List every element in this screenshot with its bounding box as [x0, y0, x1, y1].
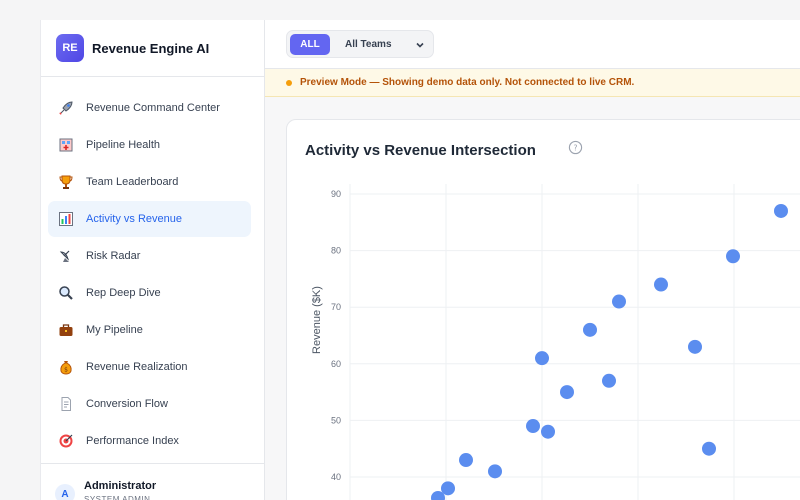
- data-point[interactable]: [702, 441, 716, 456]
- sidebar-item-rep-deep-dive[interactable]: Rep Deep Dive: [48, 275, 251, 311]
- data-point[interactable]: [488, 464, 502, 479]
- sidebar-item-performance-index[interactable]: Performance Index: [48, 423, 251, 459]
- satellite-dish-icon: [57, 247, 75, 265]
- data-point[interactable]: [726, 249, 740, 264]
- y-tick-label: 40: [331, 472, 341, 482]
- sidebar-item-label: My Pipeline: [86, 324, 143, 336]
- y-tick-label: 50: [331, 415, 341, 425]
- data-point[interactable]: [654, 277, 668, 292]
- banner-text: Preview Mode — Showing demo data only. N…: [300, 77, 635, 88]
- svg-text:$: $: [64, 367, 68, 374]
- user-profile[interactable]: A Administrator SYSTEM ADMIN: [41, 463, 264, 500]
- all-button[interactable]: ALL: [290, 34, 330, 55]
- brand-logo: RE: [56, 34, 84, 62]
- sidebar-item-conversion-flow[interactable]: Conversion Flow: [48, 386, 251, 422]
- brand-name: Revenue Engine AI: [92, 40, 210, 56]
- briefcase-icon: [57, 321, 75, 339]
- chart-title: Activity vs Revenue Intersection: [305, 142, 536, 159]
- y-tick-label: 70: [331, 302, 341, 312]
- data-point[interactable]: [541, 424, 555, 439]
- sidebar-item-risk-radar[interactable]: Risk Radar: [48, 238, 251, 274]
- sidebar-item-team-leaderboard[interactable]: Team Leaderboard: [48, 164, 251, 200]
- data-point[interactable]: [431, 490, 445, 500]
- sidebar-item-pipeline-health[interactable]: Pipeline Health: [48, 127, 251, 163]
- sidebar-item-label: Revenue Realization: [86, 361, 188, 373]
- bar-chart-icon: [57, 210, 75, 228]
- sidebar-item-label: Team Leaderboard: [86, 176, 179, 188]
- sidebar-item-label: Performance Index: [86, 435, 179, 447]
- data-point[interactable]: [612, 294, 626, 309]
- team-select-value: All Teams: [345, 39, 392, 50]
- trophy-icon: [57, 173, 75, 191]
- brand: RE Revenue Engine AI: [41, 20, 264, 77]
- data-point[interactable]: [774, 203, 788, 218]
- sidebar-item-my-pipeline[interactable]: My Pipeline: [48, 312, 251, 348]
- sidebar-nav: Revenue Command Center Pipeline Health T…: [48, 90, 251, 460]
- data-point[interactable]: [526, 419, 540, 434]
- team-filter: ALL All Teams: [286, 30, 434, 58]
- sidebar-item-revenue-command-center[interactable]: Revenue Command Center: [48, 90, 251, 126]
- data-point[interactable]: [560, 385, 574, 400]
- magnifier-icon: [57, 284, 75, 302]
- team-select[interactable]: All Teams: [335, 34, 431, 55]
- warning-dot-icon: [286, 79, 292, 86]
- svg-text:?: ?: [574, 143, 578, 152]
- data-point[interactable]: [688, 339, 702, 354]
- top-bar: ALL All Teams: [265, 20, 800, 69]
- hospital-icon: [57, 136, 75, 154]
- y-tick-label: 80: [331, 246, 341, 256]
- y-axis-label: Revenue ($K): [311, 286, 323, 354]
- data-point[interactable]: [583, 322, 597, 337]
- sidebar-item-revenue-realization[interactable]: $ Revenue Realization: [48, 349, 251, 385]
- user-name: Administrator: [84, 480, 157, 492]
- rocket-icon: [57, 99, 75, 117]
- data-point[interactable]: [459, 453, 473, 468]
- y-tick-label: 60: [331, 359, 341, 369]
- target-icon: [57, 432, 75, 450]
- data-point[interactable]: [602, 373, 616, 388]
- sidebar-item-label: Pipeline Health: [86, 139, 160, 151]
- y-tick-label: 90: [331, 189, 341, 199]
- data-point[interactable]: [441, 481, 455, 496]
- help-icon[interactable]: ?: [568, 140, 583, 155]
- scatter-chart: 90 80 70 60 50 40 Revenue ($K): [311, 184, 800, 500]
- sidebar-item-label: Conversion Flow: [86, 398, 168, 410]
- sidebar-item-label: Activity vs Revenue: [86, 213, 182, 225]
- sidebar: RE Revenue Engine AI Revenue Command Cen…: [40, 20, 265, 500]
- user-role: SYSTEM ADMIN: [84, 495, 151, 500]
- document-icon: [57, 395, 75, 413]
- sidebar-item-label: Revenue Command Center: [86, 102, 220, 114]
- sidebar-item-activity-vs-revenue[interactable]: Activity vs Revenue: [48, 201, 251, 237]
- avatar: A: [55, 484, 75, 500]
- preview-banner: Preview Mode — Showing demo data only. N…: [265, 69, 800, 97]
- money-bag-icon: $: [57, 358, 75, 376]
- chevron-down-icon: [416, 42, 424, 48]
- sidebar-item-label: Rep Deep Dive: [86, 287, 161, 299]
- sidebar-item-label: Risk Radar: [86, 250, 141, 262]
- data-point[interactable]: [535, 351, 549, 366]
